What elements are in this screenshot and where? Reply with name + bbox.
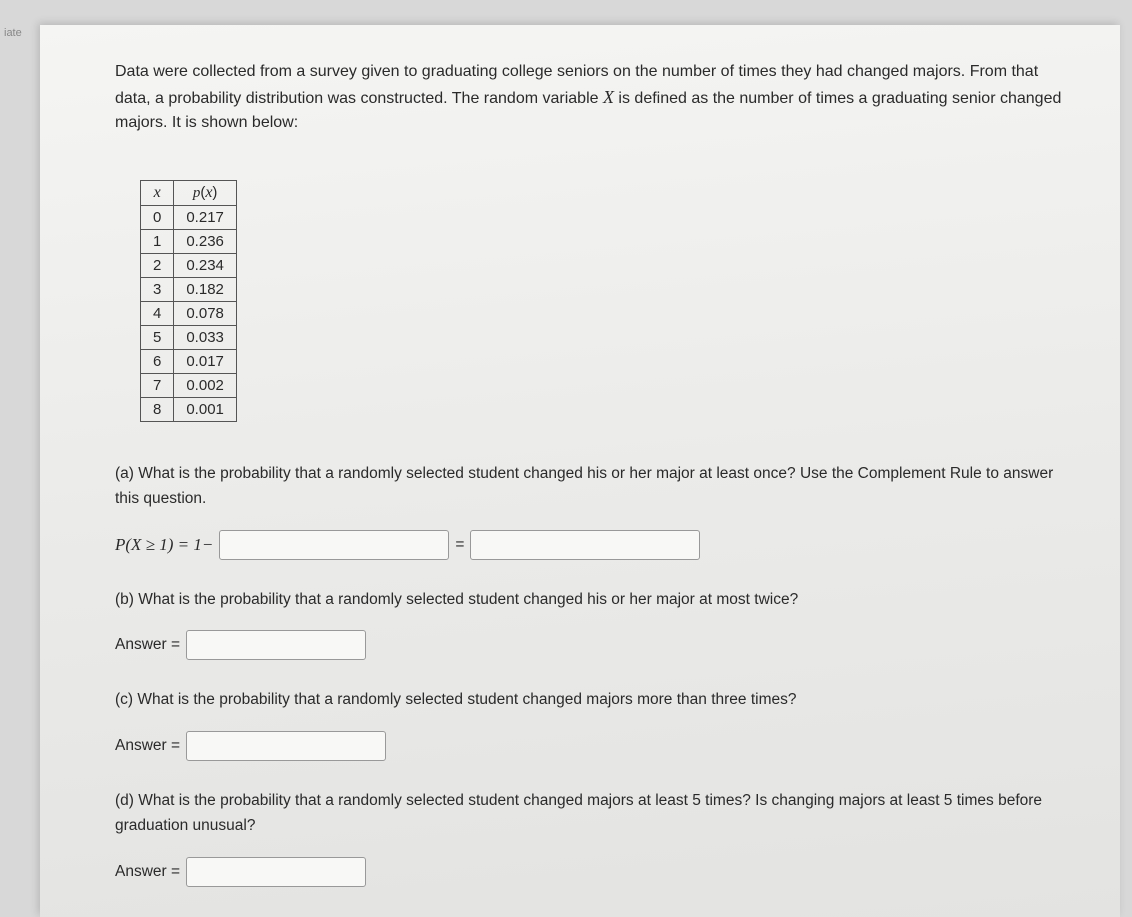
answer-d-input[interactable]: [186, 857, 366, 887]
table-header-x: x: [141, 181, 174, 206]
table-row: 00.217: [141, 206, 237, 230]
probability-table: x p(x) 00.217 10.236 20.234 30.182 40.07…: [140, 180, 237, 422]
question-d: (d) What is the probability that a rando…: [115, 789, 1070, 839]
answer-b-input[interactable]: [186, 630, 366, 660]
answer-row-b: Answer =: [115, 630, 1070, 660]
question-a: (a) What is the probability that a rando…: [115, 462, 1070, 512]
answer-c-input[interactable]: [186, 731, 386, 761]
answer-label-b: Answer =: [115, 636, 180, 654]
answer-a-input-1[interactable]: [219, 530, 449, 560]
table-row: 80.001: [141, 398, 237, 422]
answer-a-input-2[interactable]: [470, 530, 700, 560]
formula-a-prefix: P(X ≥ 1) = 1−: [115, 535, 213, 555]
equals-sign: =: [455, 536, 464, 554]
question-b: (b) What is the probability that a rando…: [115, 588, 1070, 613]
table-row: 40.078: [141, 302, 237, 326]
table-body: 00.217 10.236 20.234 30.182 40.078 50.03…: [141, 206, 237, 422]
answer-row-d: Answer =: [115, 857, 1070, 887]
answer-row-a: P(X ≥ 1) = 1− =: [115, 530, 1070, 560]
table-header-px: p(x): [174, 181, 237, 206]
table-row: 70.002: [141, 374, 237, 398]
page-corner-label: iate: [0, 25, 26, 41]
question-c: (c) What is the probability that a rando…: [115, 688, 1070, 713]
answer-label-d: Answer =: [115, 863, 180, 881]
table-row: 30.182: [141, 278, 237, 302]
table-row: 60.017: [141, 350, 237, 374]
table-row: 20.234: [141, 254, 237, 278]
table-row: 50.033: [141, 326, 237, 350]
content-area: Data were collected from a survey given …: [40, 25, 1120, 917]
problem-statement: Data were collected from a survey given …: [115, 60, 1070, 135]
answer-label-c: Answer =: [115, 737, 180, 755]
answer-row-c: Answer =: [115, 731, 1070, 761]
table-row: 10.236: [141, 230, 237, 254]
